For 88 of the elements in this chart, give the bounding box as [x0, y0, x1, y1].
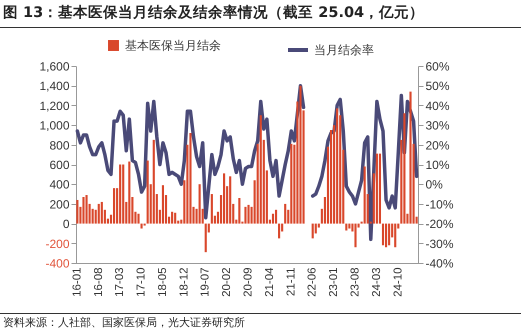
bar [345, 224, 348, 230]
bar [100, 202, 103, 224]
bar [260, 115, 262, 224]
y2-tick-label: 30% [426, 118, 450, 133]
y-tick-label: 0 [62, 217, 70, 232]
bar [198, 184, 201, 224]
bar [274, 210, 278, 224]
text: 资料来源：人社部、国家医保局，光大证券研究所 [0, 313, 521, 332]
bar [189, 132, 192, 224]
x-tick-label: 23-01 [328, 268, 340, 297]
x-tick-label: 16-01 [71, 268, 84, 297]
x-tick-label: 20-09 [242, 268, 255, 297]
bar [272, 214, 274, 224]
x-tick-label: 17-03 [114, 268, 126, 297]
y2-tick-label: -30% [426, 236, 454, 251]
x-tick-label: 17-10 [136, 268, 148, 297]
bar [171, 212, 174, 224]
bar [384, 224, 388, 248]
x-tick-label: 23-08 [350, 268, 362, 297]
y2-tick-label: 60% [426, 60, 450, 74]
x-tick-label: 19-07 [200, 268, 212, 297]
y-tick-label: -400 [45, 256, 70, 270]
bar [382, 224, 384, 246]
bar [299, 86, 302, 224]
y2-tick-label: -20% [426, 217, 454, 232]
bar [244, 206, 247, 224]
bar [394, 224, 396, 248]
bar [312, 224, 314, 238]
y-tick-label: -200 [45, 236, 70, 251]
bar [278, 224, 280, 238]
y2-tick-label: -10% [426, 197, 454, 212]
x-tick-label: 22-06 [306, 268, 319, 297]
bar [247, 204, 250, 224]
y2-tick-label: 40% [426, 98, 450, 113]
bar [174, 212, 176, 224]
bar [354, 224, 357, 248]
bar [348, 224, 350, 229]
bar [388, 224, 390, 246]
bar [378, 154, 382, 224]
y-tick-label: 200 [49, 197, 70, 212]
x-tick-label: 18-05 [156, 268, 169, 297]
bar [284, 204, 286, 224]
legend-label: 当月结余率 [314, 43, 374, 57]
bar [112, 188, 116, 224]
y2-tick-label: 10% [426, 158, 450, 172]
y-tick-label: 1,200 [39, 98, 70, 113]
x-tick-label: 18-12 [178, 268, 190, 297]
x-tick-label: 20-02 [221, 268, 234, 297]
bar [204, 224, 207, 252]
legend-label: 基本医保当月结余 [125, 38, 221, 52]
bar [210, 194, 213, 224]
bar [128, 162, 130, 224]
bar [336, 108, 338, 224]
x-tick-label: 24-03 [370, 268, 383, 297]
bar [146, 160, 149, 224]
y-tick-label: 400 [49, 178, 70, 192]
y2-tick-label: -40% [426, 256, 454, 270]
bar [403, 113, 406, 224]
y-tick-label: 800 [49, 138, 70, 152]
y2-tick-label: 0% [426, 178, 444, 192]
bar [238, 198, 240, 224]
y2-tick-label: 20% [426, 138, 450, 152]
y2-tick-label: 50% [426, 79, 450, 94]
bar [122, 164, 124, 224]
bar [119, 164, 122, 224]
y-tick-label: 1,400 [39, 79, 70, 94]
bar [85, 195, 88, 224]
bar [364, 166, 366, 224]
bar [409, 92, 412, 224]
bar [76, 200, 78, 224]
x-tick-label: 16-08 [92, 268, 105, 297]
chart-title: 图 13：基本医保当月结余及结余率情况（截至 25.04，亿元） [0, 0, 521, 28]
bar [98, 204, 100, 224]
x-tick-label: 21-11 [285, 268, 298, 296]
x-tick-label: 24-10 [392, 268, 404, 297]
bar [223, 173, 226, 224]
bar [290, 144, 292, 224]
bar [162, 185, 164, 224]
bar [140, 224, 143, 229]
y-tick-label: 600 [49, 158, 70, 172]
bar [229, 176, 232, 224]
x-tick-label: 21-04 [264, 266, 276, 297]
bar [137, 214, 140, 224]
bar [82, 197, 85, 224]
bar [152, 140, 155, 224]
y-tick-label: 1,000 [39, 118, 70, 133]
y-tick-label: 1,600 [39, 60, 70, 74]
bar [376, 154, 378, 224]
